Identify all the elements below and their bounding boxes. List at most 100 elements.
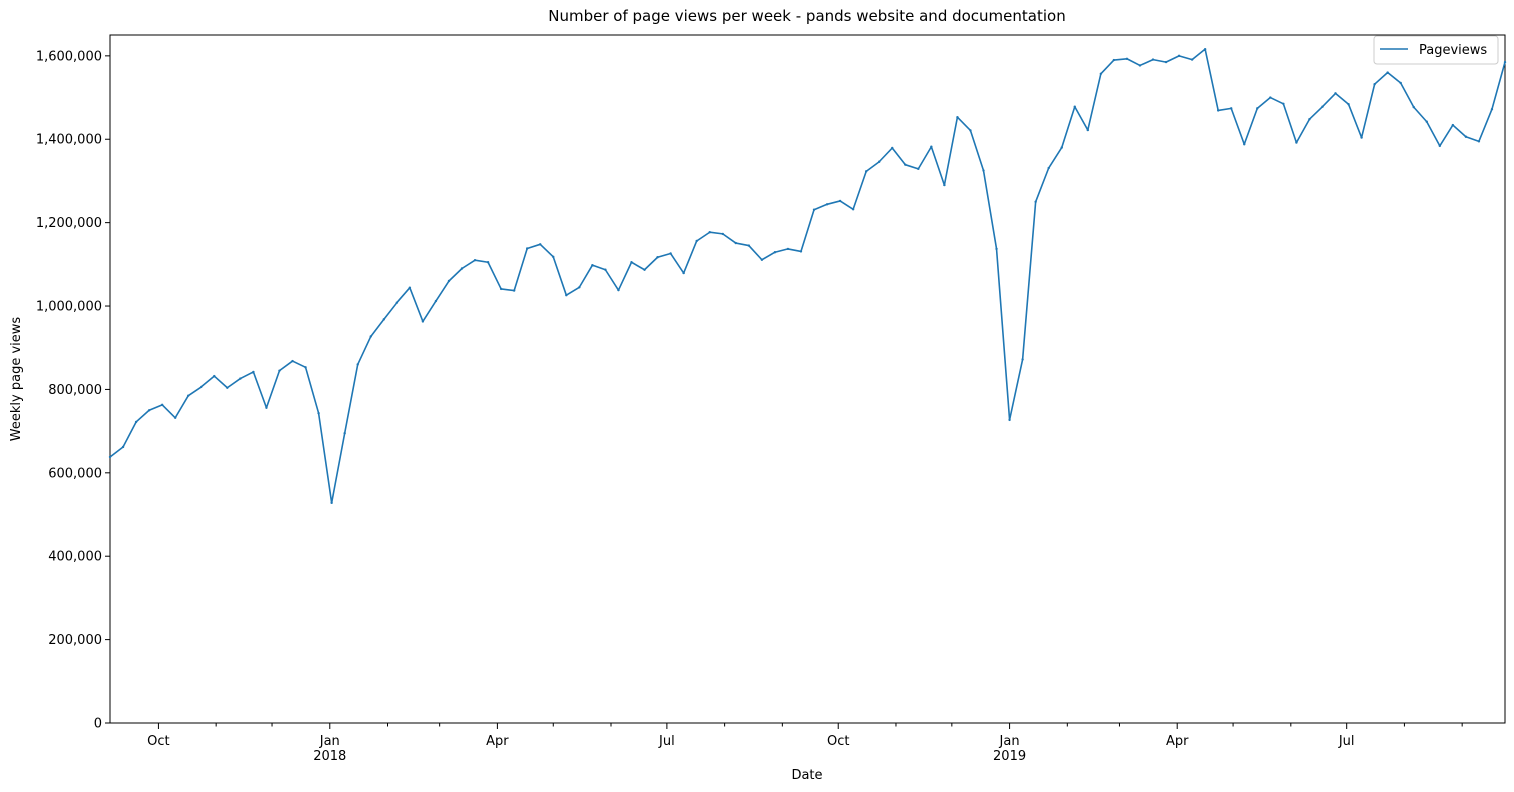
data-point [1047, 166, 1050, 170]
data-point [486, 261, 490, 264]
data-point [1308, 118, 1311, 121]
data-point [917, 167, 920, 171]
data-point [630, 261, 633, 264]
data-point [930, 145, 933, 148]
data-point [160, 403, 164, 407]
data-point [604, 268, 607, 271]
data-point [1412, 105, 1415, 109]
data-point [591, 263, 594, 267]
data-point [721, 232, 724, 236]
data-point [252, 370, 255, 374]
data-point [878, 160, 881, 163]
data-point [825, 203, 829, 206]
data-point [1164, 60, 1168, 64]
plot-area: 0 200,000 400,000 600,000 800,000 1,000,000 1,… [36, 34, 1507, 764]
x-tick-label: Oct [147, 734, 169, 749]
data-point [799, 250, 803, 253]
data-point [1269, 96, 1272, 99]
data-point [1503, 60, 1507, 64]
x-tick-label: Apr [1166, 734, 1189, 749]
data-point [1151, 58, 1155, 61]
data-point [943, 183, 946, 187]
data-point [969, 129, 972, 132]
data-point [578, 286, 581, 289]
data-point [995, 247, 998, 251]
data-point [278, 369, 281, 372]
data-point [421, 320, 425, 323]
data-point [1386, 71, 1389, 74]
data-point [147, 409, 151, 412]
data-point [395, 301, 399, 304]
data-point [682, 271, 685, 275]
axes-frame [109, 34, 1506, 724]
data-point [1230, 107, 1233, 110]
data-point [173, 416, 177, 419]
x-tick-label: Jul [658, 734, 675, 749]
legend: Pageviews [1373, 35, 1499, 65]
y-tick-label: 1,200,000 [36, 216, 102, 231]
data-point [747, 244, 751, 247]
data-point [812, 208, 816, 211]
data-point [1138, 64, 1142, 67]
data-point [187, 394, 190, 397]
data-point [891, 146, 894, 150]
data-point [1477, 140, 1481, 143]
data-point [460, 267, 464, 270]
data-point [864, 170, 868, 173]
data-point [838, 199, 842, 203]
y-tick-label: 200,000 [48, 633, 102, 648]
y-axis: 0 200,000 400,000 600,000 800,000 1,000,000 1,… [36, 49, 110, 732]
data-point [1334, 92, 1337, 95]
data-point [643, 268, 646, 271]
data-point [669, 252, 672, 255]
data-point [1243, 143, 1246, 146]
data-point [1021, 358, 1024, 361]
x-tick-year-label: 2019 [993, 749, 1026, 764]
data-point [1190, 58, 1194, 61]
data-point [656, 256, 659, 259]
y-tick-label: 1,400,000 [36, 133, 102, 148]
chart-title: Number of page views per week - pands we… [548, 7, 1065, 25]
data-point [1282, 102, 1285, 106]
data-point [369, 335, 372, 338]
data-point [239, 377, 242, 380]
data-point [734, 241, 737, 245]
data-point [121, 445, 125, 449]
data-point [851, 208, 855, 211]
pageviews-series-line [109, 48, 1506, 504]
data-point [1321, 105, 1324, 108]
data-point [356, 363, 359, 366]
data-point [773, 251, 777, 254]
data-point [512, 289, 516, 292]
data-point [786, 247, 790, 251]
data-point [1073, 105, 1076, 108]
data-point [1216, 109, 1220, 112]
x-tick-label: Jul [1338, 734, 1355, 749]
data-point [304, 366, 307, 369]
data-point [695, 239, 698, 243]
data-point [539, 243, 542, 246]
data-point [1086, 128, 1090, 132]
data-point [134, 420, 138, 424]
data-point [1464, 135, 1468, 138]
x-axis-label: Date [791, 768, 822, 783]
data-point [1373, 83, 1376, 86]
x-tick-label: Apr [486, 734, 509, 749]
data-point [565, 293, 568, 297]
data-point [226, 386, 229, 389]
y-tick-label: 400,000 [48, 550, 102, 565]
data-point [473, 258, 477, 262]
x-tick-label: Jan [319, 734, 340, 749]
data-point [200, 385, 203, 389]
x-tick-label: Oct [827, 734, 849, 749]
data-point [1256, 107, 1259, 110]
data-point [956, 115, 959, 119]
data-point [408, 286, 412, 289]
legend-pageviews-label: Pageviews [1419, 43, 1487, 58]
data-point [291, 359, 294, 363]
data-point [982, 169, 985, 172]
data-point [1490, 108, 1494, 111]
